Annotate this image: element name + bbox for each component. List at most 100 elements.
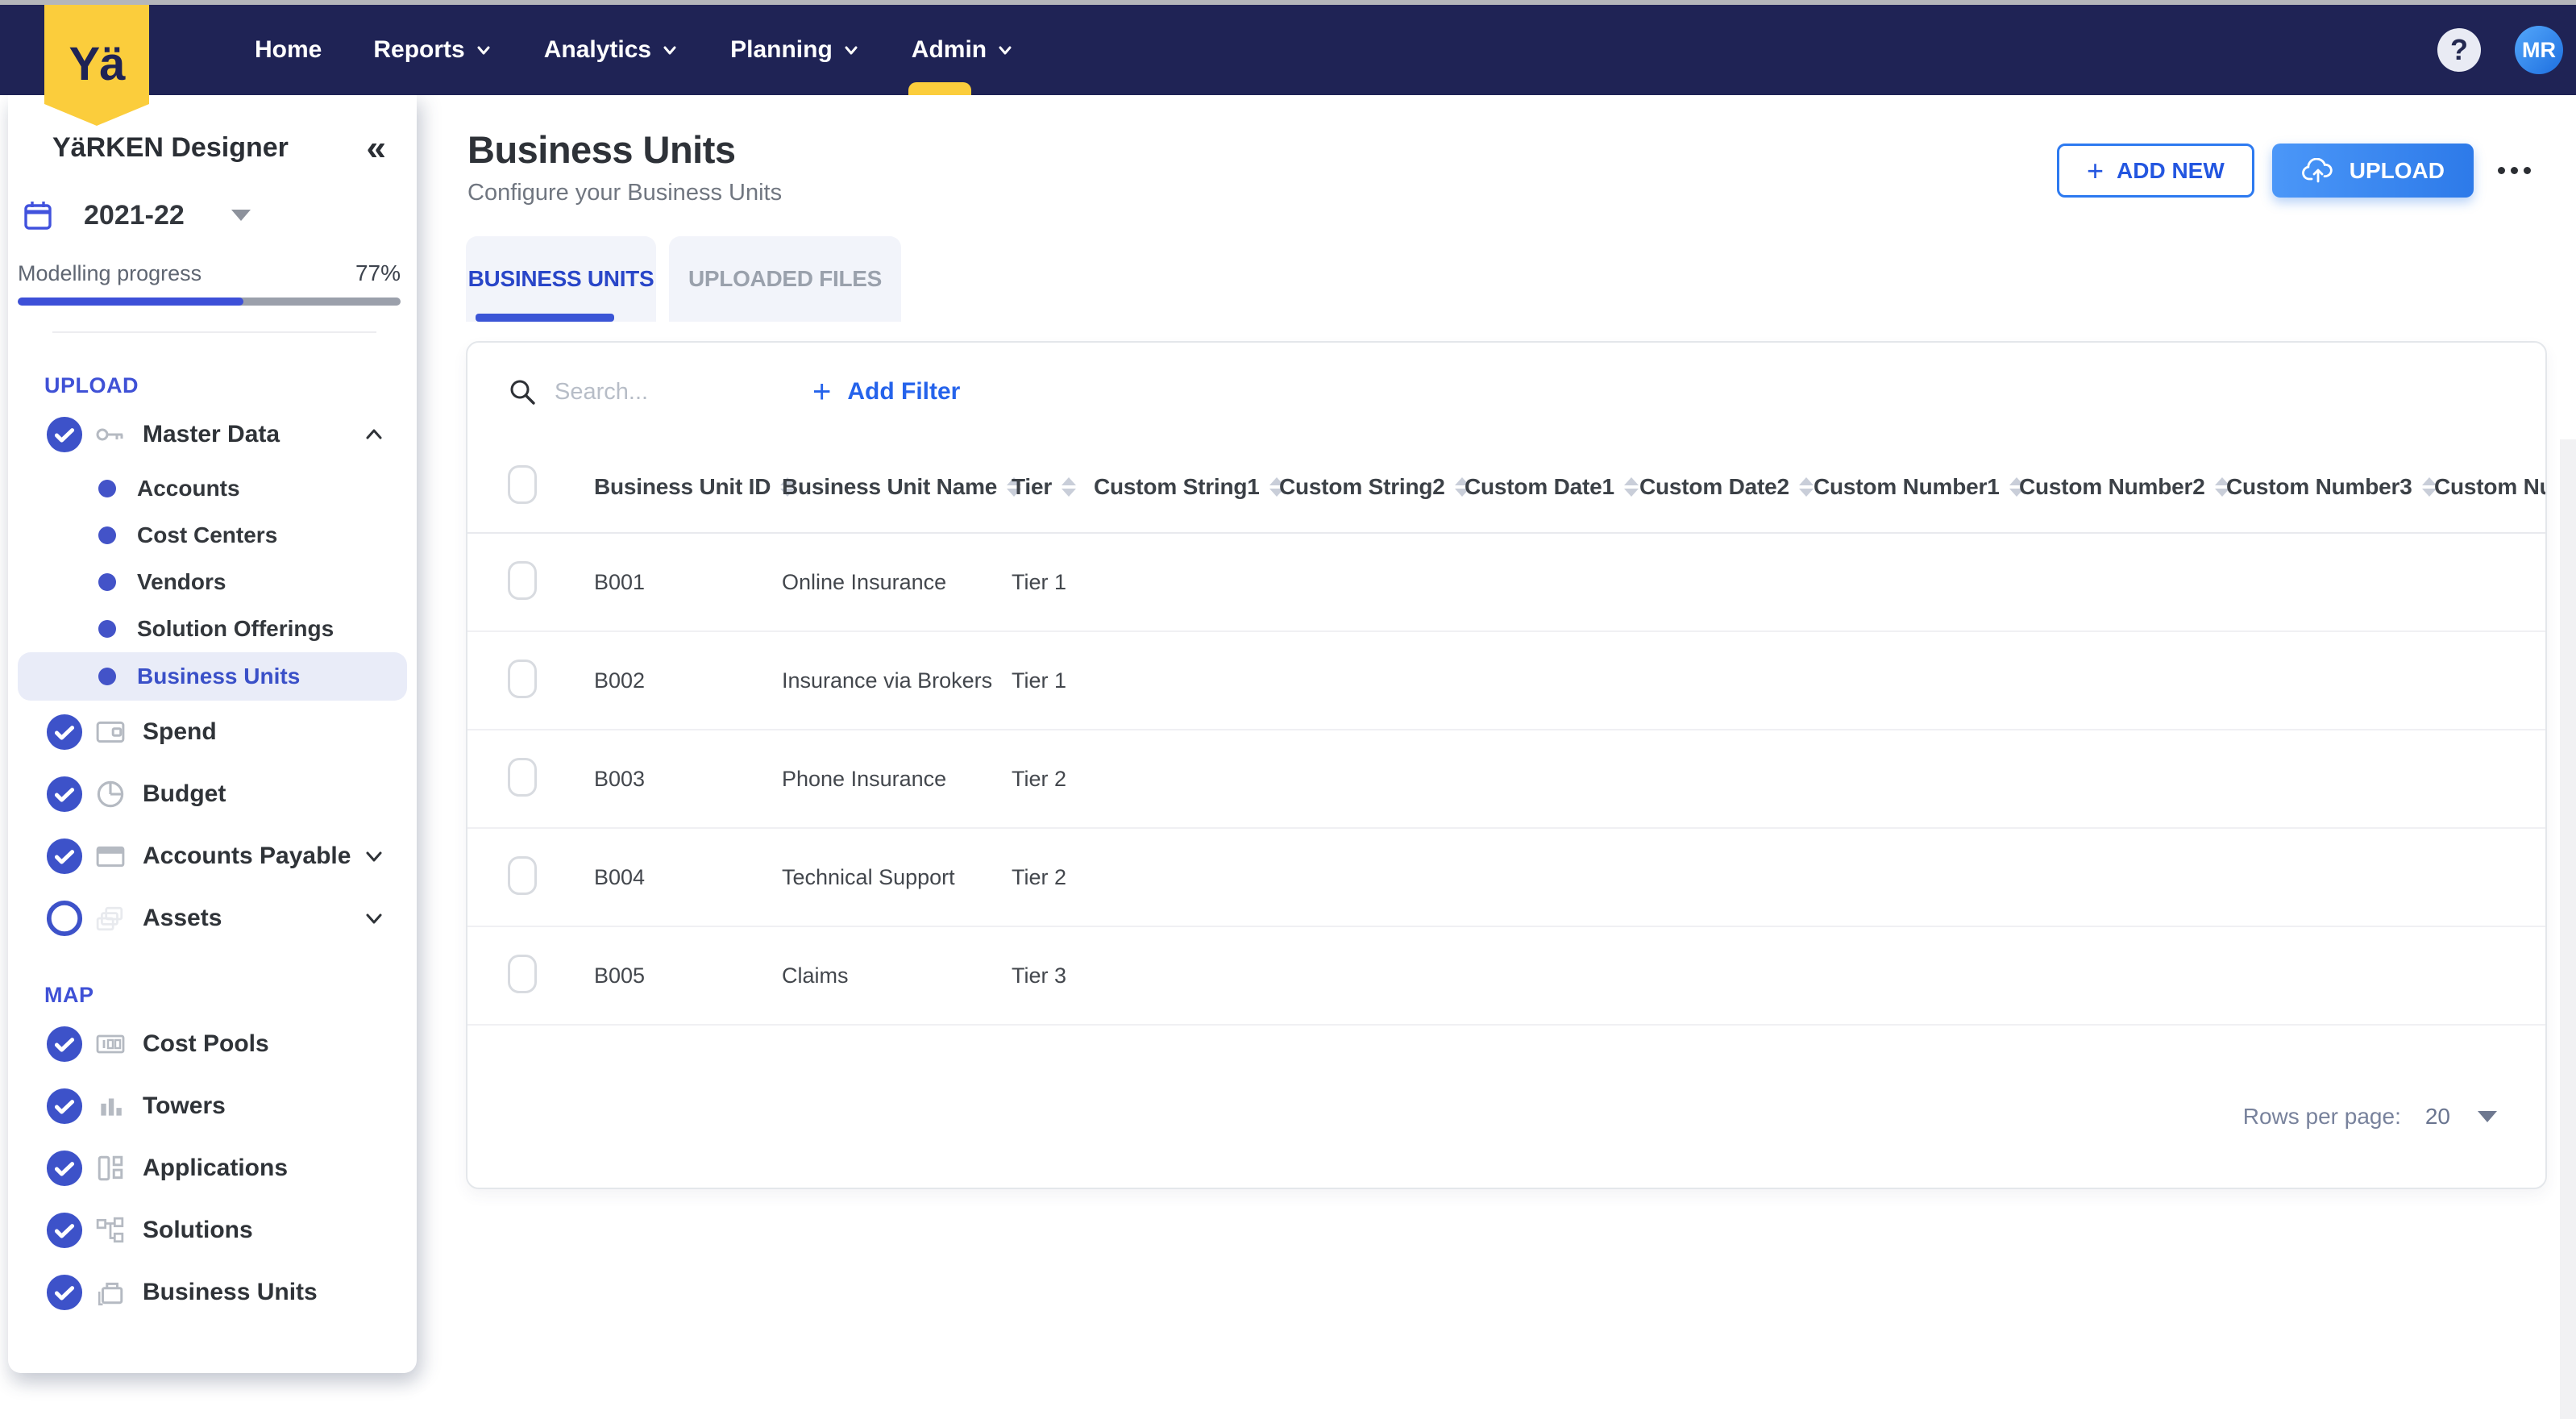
tab-business-units[interactable]: BUSINESS UNITS	[466, 236, 656, 322]
sort-icon[interactable]	[1798, 476, 1814, 497]
sort-icon[interactable]	[1269, 476, 1284, 497]
cell-business-unit-id: B003	[594, 766, 646, 791]
add-filter-button[interactable]: + Add Filter	[812, 376, 961, 408]
sidebar-item-towers[interactable]: Towers	[8, 1075, 417, 1137]
sidebar-item-spend[interactable]: Spend	[8, 701, 417, 763]
add-filter-label: Add Filter	[847, 378, 961, 405]
row-checkbox[interactable]	[508, 757, 537, 797]
chevron-up-icon[interactable]	[364, 424, 384, 445]
brand-logo-text: Yä	[69, 38, 126, 90]
chevron-down-icon[interactable]	[364, 908, 384, 929]
sidebar-item-label: Vendors	[137, 569, 226, 594]
add-new-button[interactable]: + ADD NEW	[2056, 144, 2254, 198]
section-label-upload: UPLOAD	[44, 373, 139, 397]
table-footer: Rows per page: 20	[2243, 1104, 2497, 1130]
caret-down-icon	[231, 210, 251, 221]
sort-icon[interactable]	[2421, 476, 2437, 497]
user-avatar[interactable]: MR	[2515, 26, 2563, 74]
column-label: Custom Number3	[2226, 473, 2412, 499]
chevron-down-icon[interactable]	[364, 846, 384, 867]
check-circle-icon	[46, 776, 83, 812]
more-options-button[interactable]	[2498, 167, 2531, 174]
sort-icon[interactable]	[780, 476, 796, 497]
column-header[interactable]: Business Unit ID	[594, 474, 796, 500]
sidebar-item-solution-offerings[interactable]: Solution Offerings	[8, 605, 417, 652]
nav-item-home[interactable]: Home	[255, 5, 322, 95]
search-input[interactable]: Search...	[508, 377, 766, 406]
vertical-scrollbar[interactable]	[2560, 439, 2576, 1419]
sort-icon[interactable]	[1062, 476, 1077, 497]
check-circle-icon	[46, 838, 83, 874]
key-icon	[96, 428, 123, 440]
row-checkbox[interactable]	[508, 954, 537, 993]
chevron-down-icon	[663, 46, 676, 55]
table-row[interactable]: B002 Insurance via Brokers Tier 1	[467, 632, 2545, 730]
check-circle-icon	[46, 416, 83, 452]
briefcase-icon	[98, 1282, 123, 1305]
cell-business-unit-name: Claims	[782, 963, 849, 988]
sort-icon[interactable]	[1623, 476, 1639, 497]
sort-icon[interactable]	[1007, 476, 1022, 497]
unchecked-circle-icon	[46, 900, 83, 936]
column-header[interactable]: Business Unit Name	[782, 474, 1022, 500]
sidebar-item-accounts[interactable]: Accounts	[8, 465, 417, 512]
table-row[interactable]: B005 Claims Tier 3	[467, 927, 2545, 1026]
column-header[interactable]: Custom Number4	[2434, 474, 2545, 500]
sidebar-item-label: Solutions	[143, 1216, 253, 1243]
nav-item-planning[interactable]: Planning	[730, 5, 860, 95]
column-header[interactable]: Custom Number3	[2226, 473, 2437, 500]
upload-button[interactable]: UPLOAD	[2271, 144, 2474, 198]
sidebar-item-master-data[interactable]: Master Data	[8, 403, 417, 465]
check-circle-icon	[46, 1150, 83, 1186]
table-row[interactable]: B001 Online Insurance Tier 1	[467, 534, 2545, 632]
column-header[interactable]: Custom Date1	[1465, 474, 1639, 500]
sidebar-item-applications[interactable]: Applications	[8, 1137, 417, 1199]
sidebar-item-vendors[interactable]: Vendors	[8, 559, 417, 605]
sidebar-item-cost-pools[interactable]: Cost Pools	[8, 1013, 417, 1075]
caret-down-icon[interactable]	[2478, 1111, 2497, 1122]
nav-item-analytics[interactable]: Analytics	[544, 5, 679, 95]
sidebar-item-budget[interactable]: Budget	[8, 763, 417, 825]
column-header[interactable]: Custom String1	[1094, 474, 1284, 500]
column-header[interactable]: Tier	[1012, 474, 1094, 500]
nav-item-admin[interactable]: Admin	[908, 5, 1014, 95]
table-row[interactable]: B003 Phone Insurance Tier 2	[467, 730, 2545, 829]
row-checkbox[interactable]	[508, 659, 537, 698]
sidebar-title: YäRKEN Designer	[52, 132, 289, 163]
column-label: Custom String2	[1279, 473, 1445, 499]
column-header[interactable]: Custom Number1	[1814, 474, 2024, 500]
collapse-sidebar-icon[interactable]: «	[366, 127, 386, 168]
cell-tier: Tier 2	[1012, 864, 1067, 889]
sidebar-item-label: Assets	[143, 904, 222, 931]
main-content: Business Units Configure your Business U…	[417, 95, 2576, 1419]
ellipsis-icon	[2524, 167, 2531, 174]
rows-per-page-value[interactable]: 20	[2424, 1104, 2450, 1129]
designer-sidebar: YäRKEN Designer « 2021-22 Modelling prog…	[8, 95, 417, 1373]
column-header[interactable]: Custom String2	[1279, 473, 1469, 500]
sidebar-item-business-units-map[interactable]: Business Units	[8, 1261, 417, 1323]
sidebar-item-cost-centers[interactable]: Cost Centers	[8, 512, 417, 559]
sidebar-item-business-units-selected[interactable]: Business Units	[18, 652, 407, 701]
nav-item-reports[interactable]: Reports	[373, 5, 492, 95]
brand-logo[interactable]: Yä	[44, 5, 149, 126]
sidebar-item-assets[interactable]: Assets	[8, 887, 417, 949]
sort-icon[interactable]	[1454, 476, 1469, 497]
year-selector[interactable]: 2021-22	[23, 199, 417, 231]
help-button[interactable]: ?	[2437, 28, 2481, 72]
top-navbar: Yä Home Reports Analytics Planning Admin…	[0, 5, 2576, 126]
sort-icon[interactable]	[2009, 476, 2024, 497]
tab-uploaded-files[interactable]: UPLOADED FILES	[669, 236, 901, 322]
select-all-checkbox[interactable]	[508, 465, 537, 504]
column-header[interactable]: Custom Number2	[2019, 474, 2229, 500]
bullet-dot-icon	[98, 573, 116, 591]
row-checkbox[interactable]	[508, 560, 537, 600]
column-header[interactable]: Custom Date2	[1639, 474, 1814, 500]
cell-tier: Tier 3	[1012, 963, 1067, 988]
sort-icon[interactable]	[2214, 476, 2229, 497]
row-checkbox[interactable]	[508, 855, 537, 895]
column-label: Custom Date2	[1639, 473, 1789, 499]
sidebar-item-solutions[interactable]: Solutions	[8, 1199, 417, 1261]
bullet-dot-icon	[98, 526, 116, 544]
sidebar-item-accounts-payable[interactable]: Accounts Payable	[8, 825, 417, 887]
table-row[interactable]: B004 Technical Support Tier 2	[467, 829, 2545, 927]
